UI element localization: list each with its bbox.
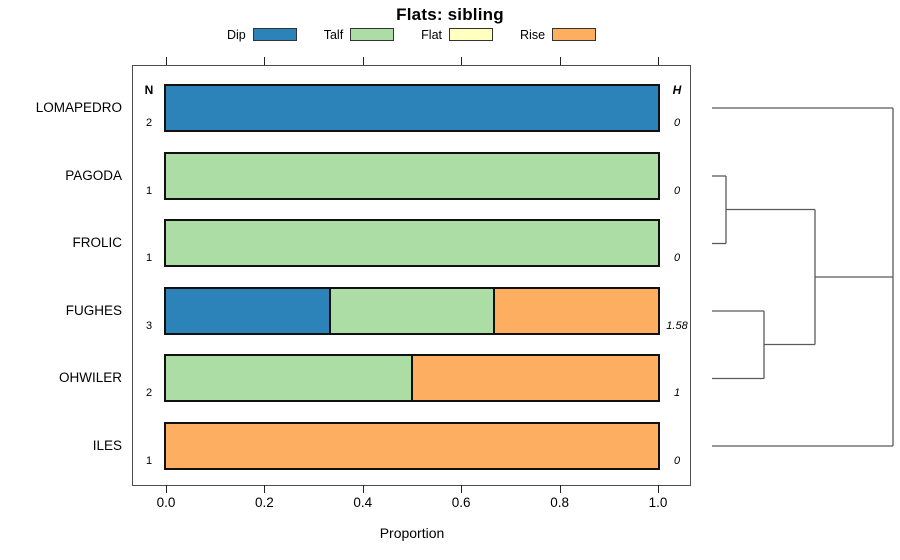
x-tick-label: 0.2	[255, 495, 274, 510]
h-value: 0	[673, 252, 681, 265]
h-value: 0	[673, 455, 681, 467]
legend-swatch-rise-icon	[552, 28, 597, 41]
bar-segment-talf	[166, 153, 658, 198]
legend-item-rise: Rise	[520, 27, 597, 42]
row-label: OHWILER	[58, 370, 122, 386]
n-column-header: N	[144, 83, 154, 97]
bar-track	[164, 84, 660, 132]
n-value: 1	[145, 184, 153, 197]
bar-track	[164, 219, 660, 268]
bar-track	[164, 354, 660, 403]
row-label: PAGODA	[65, 167, 122, 183]
row-label: FROLIC	[72, 235, 122, 251]
legend-label: Talf	[323, 27, 344, 42]
row-label: ILES	[92, 438, 122, 453]
bar-segment-talf	[166, 356, 411, 401]
legend-label: Flat	[421, 27, 443, 42]
h-value: 0	[673, 117, 681, 129]
legend-swatch-dip-icon	[252, 28, 297, 41]
legend-item-dip: Dip	[227, 28, 297, 42]
bar-segment-talf	[166, 221, 658, 266]
x-tick-bottom	[658, 485, 659, 493]
n-value: 1	[145, 455, 153, 467]
h-value: 1.58	[666, 319, 688, 332]
bar-segment-dip	[166, 288, 329, 333]
x-tick-top	[264, 57, 266, 65]
legend-swatch-flat-icon	[449, 28, 494, 41]
dendrogram	[712, 107, 894, 447]
plot-border	[132, 65, 691, 486]
legend: Dip Talf Flat Rise	[132, 26, 691, 43]
x-tick-bottom	[559, 485, 561, 493]
x-tick-top	[362, 57, 364, 65]
n-value: 2	[145, 117, 153, 129]
h-value: 1	[673, 387, 681, 400]
x-tick-bottom	[461, 485, 463, 493]
bar-segment-rise	[411, 356, 658, 401]
x-tick-label: 0.6	[451, 495, 471, 510]
bar-track	[164, 286, 660, 335]
legend-label: Rise	[520, 27, 546, 42]
legend-item-talf: Talf	[323, 27, 395, 42]
x-tick-label: 0.0	[156, 495, 176, 510]
x-tick-label: 0.4	[353, 495, 373, 510]
bar-track	[164, 151, 660, 200]
x-tick-top	[461, 57, 463, 65]
x-tick-top	[559, 57, 561, 65]
x-tick-top	[166, 57, 167, 65]
bar-segment-dip	[166, 86, 658, 130]
h-column-header: H	[672, 83, 682, 97]
x-tick-bottom	[166, 485, 167, 493]
bar-track	[164, 422, 660, 470]
bar-segment-rise	[166, 424, 658, 468]
h-value: 0	[673, 184, 681, 197]
x-tick-top	[658, 57, 659, 65]
row-label: LOMAPEDRO	[35, 100, 122, 115]
legend-label: Dip	[226, 27, 246, 42]
x-tick-label: 1.0	[648, 495, 668, 510]
x-axis-title: Proportion	[379, 525, 445, 541]
legend-swatch-talf-icon	[350, 28, 395, 41]
n-value: 3	[145, 319, 153, 332]
x-tick-bottom	[362, 485, 364, 493]
legend-item-flat: Flat	[421, 27, 494, 42]
chart-title: Flats: sibling	[396, 5, 504, 24]
n-value: 1	[145, 252, 153, 265]
row-label: FUGHES	[65, 302, 122, 318]
n-value: 2	[145, 387, 153, 400]
x-tick-bottom	[264, 485, 266, 493]
bar-segment-talf	[328, 288, 494, 333]
bar-segment-rise	[493, 288, 658, 333]
x-tick-label: 0.8	[550, 495, 569, 510]
